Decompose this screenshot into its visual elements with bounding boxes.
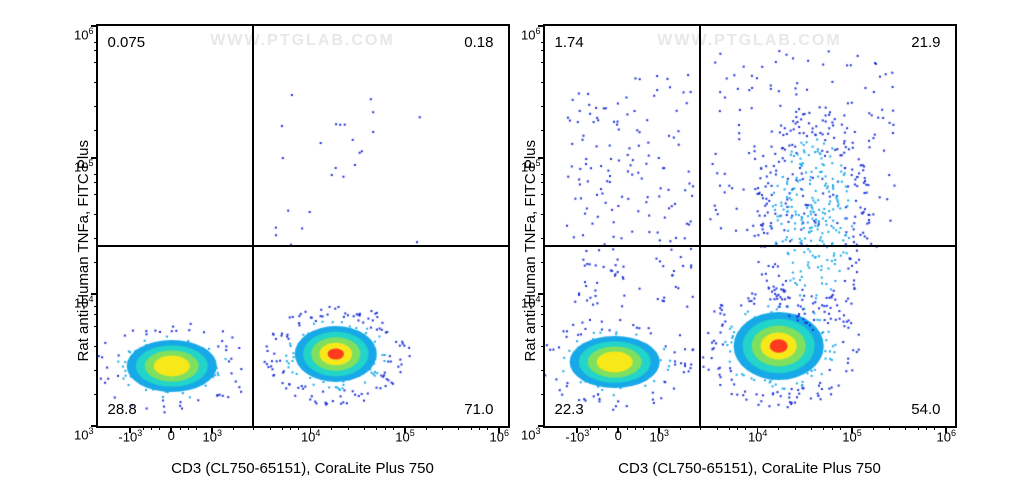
x-ticks: -1030103104105106	[545, 428, 955, 458]
plot-area: 103104105106 WWW.PTGLAB.COM 0.075 0.18 2…	[96, 24, 510, 428]
y-ticks: 103104105106	[497, 26, 541, 426]
plot-column: 103104105106 WWW.PTGLAB.COM 1.74 21.9 22…	[543, 24, 957, 477]
y-ticks: 103104105106	[50, 26, 94, 426]
plot-area: 103104105106 WWW.PTGLAB.COM 1.74 21.9 22…	[543, 24, 957, 428]
figure-wrap: Rat anti-Human TNFa, FITC Plus 103104105…	[0, 0, 1031, 501]
x-ticks: -1030103104105106	[98, 428, 508, 458]
panel-left: Rat anti-Human TNFa, FITC Plus 103104105…	[75, 24, 510, 477]
x-axis-label: CD3 (CL750-65151), CoraLite Plus 750	[618, 460, 881, 477]
x-axis-label: CD3 (CL750-65151), CoraLite Plus 750	[171, 460, 434, 477]
panel-right: Rat anti-Human TNFa, FITC Plus 103104105…	[522, 24, 957, 477]
scatter-canvas	[98, 26, 508, 426]
scatter-canvas	[545, 26, 955, 426]
plot-column: 103104105106 WWW.PTGLAB.COM 0.075 0.18 2…	[96, 24, 510, 477]
